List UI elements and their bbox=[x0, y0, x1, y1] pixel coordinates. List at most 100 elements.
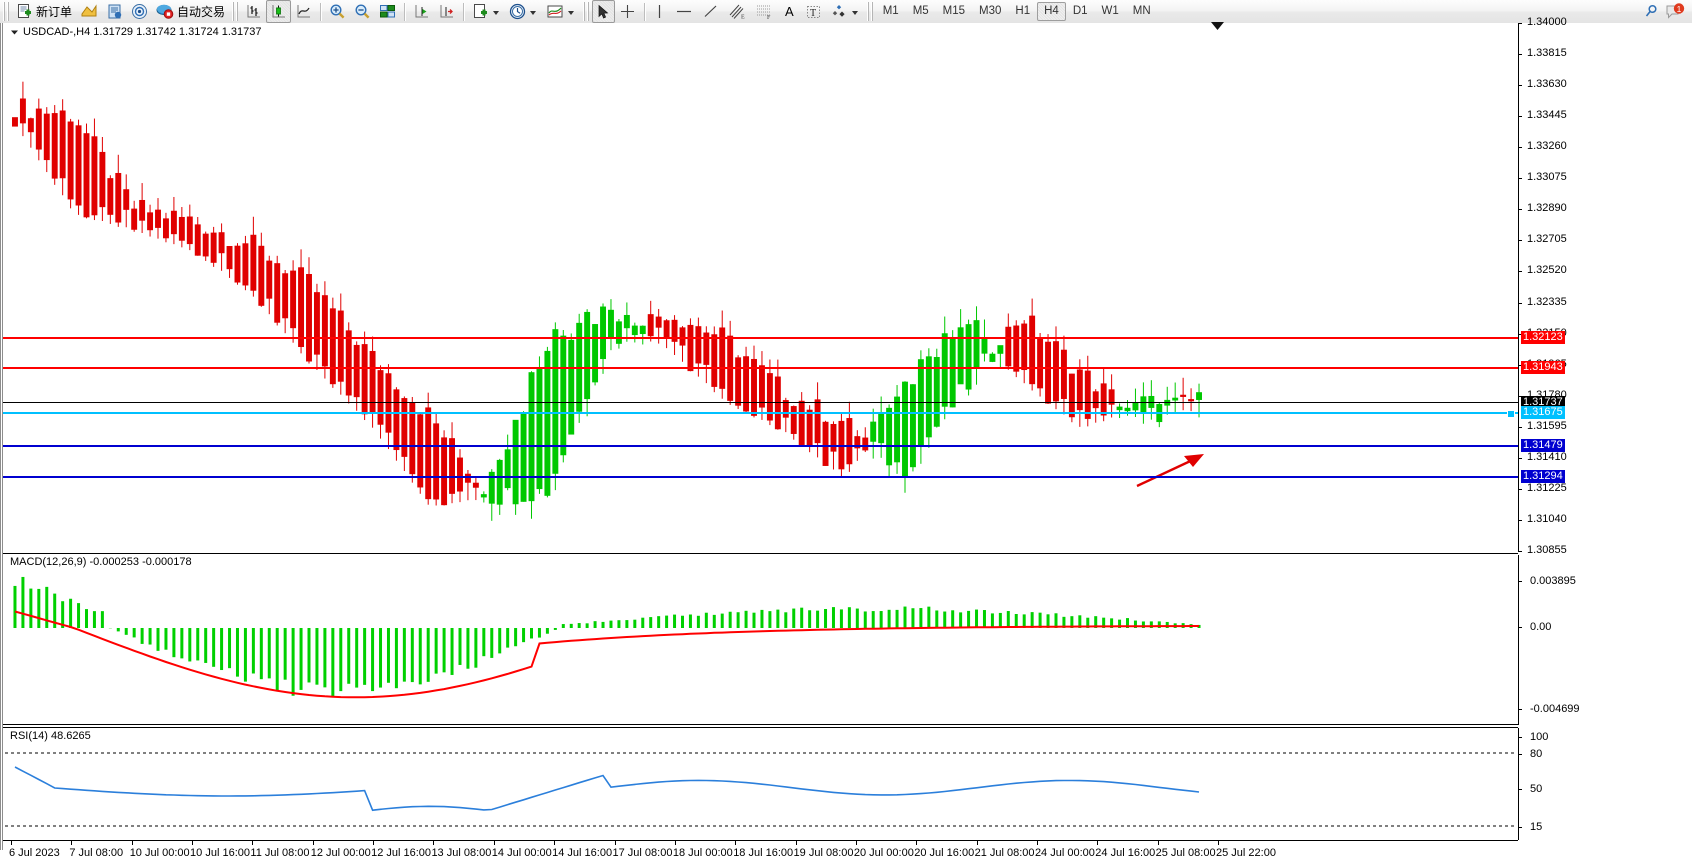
rsi-tick bbox=[1518, 754, 1522, 755]
line-chart-button[interactable] bbox=[291, 0, 316, 23]
candle-body bbox=[814, 399, 821, 444]
time-tick bbox=[916, 841, 918, 845]
bid-line-handle[interactable] bbox=[1507, 410, 1515, 419]
cursor-button[interactable] bbox=[592, 0, 616, 23]
candle-body bbox=[878, 413, 885, 444]
timeframe-h1[interactable]: H1 bbox=[1015, 5, 1031, 17]
time-axis-label: 10 Jul 00:00 bbox=[129, 847, 190, 859]
trendline-button[interactable] bbox=[698, 0, 724, 23]
candle-body bbox=[925, 356, 932, 438]
candle-body bbox=[433, 423, 440, 500]
main-price-pane[interactable] bbox=[3, 23, 1518, 551]
label-button[interactable]: T bbox=[801, 0, 826, 23]
objects-caret-icon[interactable] bbox=[851, 10, 858, 15]
timeframe-d1[interactable]: D1 bbox=[1072, 5, 1088, 17]
price-tag-resistance-upper[interactable]: 1.32123 bbox=[1521, 331, 1565, 345]
price-tag-resistance-lower[interactable]: 1.31943 bbox=[1521, 361, 1565, 375]
hline-button[interactable] bbox=[670, 0, 698, 23]
time-axis-label: 7 Jul 08:00 bbox=[69, 847, 124, 859]
timeframe-m1[interactable]: M1 bbox=[882, 5, 899, 17]
candle-body bbox=[838, 420, 845, 470]
auto-scroll-button[interactable] bbox=[434, 0, 459, 23]
bar-chart-button[interactable] bbox=[241, 0, 266, 23]
timeframe-m5[interactable]: M5 bbox=[912, 5, 929, 17]
indicators-button[interactable] bbox=[76, 0, 102, 23]
strategy-tester-button[interactable] bbox=[102, 0, 127, 23]
chart-window[interactable]: USDCAD-,H4 1.31729 1.31742 1.31724 1.317… bbox=[0, 16, 1692, 859]
price-tag-bid-line[interactable]: 1.31675 bbox=[1521, 406, 1565, 420]
chart-shift-marker-icon[interactable] bbox=[1211, 22, 1225, 31]
toolbar-grip-2[interactable] bbox=[232, 2, 240, 21]
crosshair-button[interactable] bbox=[615, 0, 640, 23]
new-order-button[interactable]: 新订单 bbox=[12, 0, 76, 23]
autotrading-label: 自动交易 bbox=[177, 4, 226, 19]
timeframe-mn[interactable]: MN bbox=[1132, 5, 1151, 17]
candle-body bbox=[83, 133, 90, 218]
level-line-current-price[interactable] bbox=[3, 401, 1518, 403]
level-line-support-upper[interactable] bbox=[3, 445, 1518, 448]
candle-body bbox=[719, 327, 726, 389]
shift-end-button[interactable] bbox=[409, 0, 434, 23]
candle-chart-button[interactable] bbox=[266, 0, 292, 23]
periods-button[interactable] bbox=[505, 0, 542, 23]
timeframe-w1[interactable]: W1 bbox=[1101, 5, 1119, 17]
time-tick bbox=[312, 841, 314, 845]
search-button[interactable] bbox=[1639, 0, 1664, 23]
candlestick-canvas bbox=[12, 81, 1204, 521]
timeframe-m15[interactable]: M15 bbox=[942, 5, 966, 17]
chart-collapse-icon[interactable] bbox=[10, 28, 19, 37]
price-tick bbox=[1518, 54, 1522, 56]
signals-button[interactable] bbox=[127, 0, 152, 23]
candle-body bbox=[1084, 370, 1091, 419]
objects-button[interactable] bbox=[826, 0, 864, 23]
price-tag-current-price[interactable]: 1.31737 bbox=[1521, 395, 1565, 409]
candle-body bbox=[941, 333, 948, 407]
equidistant-channel-button[interactable]: E bbox=[724, 0, 751, 23]
candle-body bbox=[600, 306, 606, 360]
templates-caret-icon[interactable] bbox=[493, 10, 500, 15]
macd-pane[interactable] bbox=[3, 553, 1518, 725]
zoom-out-button[interactable] bbox=[350, 0, 375, 23]
time-axis-label: 17 Jul 08:00 bbox=[612, 847, 673, 859]
time-tick bbox=[1157, 841, 1159, 845]
timeframe-m30[interactable]: M30 bbox=[979, 5, 1002, 17]
indicator-list-button[interactable] bbox=[542, 0, 580, 23]
red-arrow[interactable] bbox=[1136, 454, 1204, 488]
candle-body bbox=[218, 232, 225, 254]
zoom-in-button[interactable] bbox=[325, 0, 350, 23]
toolbar-grip-3[interactable] bbox=[583, 2, 591, 21]
toolbar-grip-4[interactable] bbox=[866, 2, 874, 21]
text-button[interactable]: A bbox=[778, 0, 801, 23]
candle-body bbox=[894, 396, 901, 463]
candle-body bbox=[313, 292, 320, 355]
fibonacci-button[interactable]: F bbox=[751, 0, 778, 23]
time-axis-label: 11 Jul 08:00 bbox=[250, 847, 310, 859]
level-line-bid-line[interactable] bbox=[3, 412, 1518, 415]
chart-symbol-header[interactable]: USDCAD-,H4 1.31729 1.31742 1.31724 1.317… bbox=[10, 26, 262, 38]
autotrading-button[interactable]: 自动交易 bbox=[152, 0, 229, 23]
label-icon: T bbox=[805, 4, 822, 20]
timeframe-h4[interactable]: H4 bbox=[1037, 2, 1066, 21]
level-line-resistance-upper[interactable] bbox=[3, 337, 1518, 340]
tile-windows-button[interactable] bbox=[375, 0, 400, 23]
level-line-resistance-lower[interactable] bbox=[3, 367, 1518, 370]
price-tick bbox=[1518, 457, 1522, 459]
price-axis-label: 1.31225 bbox=[1527, 481, 1567, 494]
candle-body bbox=[67, 121, 74, 200]
periods-caret-icon[interactable] bbox=[530, 10, 537, 15]
candle-body bbox=[178, 216, 185, 241]
toolbar-grip-1[interactable] bbox=[3, 2, 10, 21]
price-tick bbox=[1518, 240, 1522, 242]
indicator-list-caret-icon[interactable] bbox=[568, 10, 575, 15]
notifications-button[interactable]: 1 bbox=[1664, 2, 1686, 21]
vline-button[interactable] bbox=[649, 0, 670, 23]
price-tag-support-upper[interactable]: 1.31479 bbox=[1521, 439, 1565, 453]
price-axis[interactable]: 1.34000 1.33815 1.33630 1.33445 1.33260 1.330… bbox=[1518, 16, 1692, 556]
rsi-pane[interactable] bbox=[3, 727, 1518, 841]
candle-body bbox=[1100, 383, 1107, 416]
level-line-support-lower[interactable] bbox=[3, 476, 1518, 479]
templates-button[interactable] bbox=[468, 0, 505, 23]
time-axis[interactable]: 6 Jul 2023 7 Jul 08:00 10 Jul 00:00 10 Jul … bbox=[3, 845, 1692, 861]
price-tag-support-lower[interactable]: 1.31294 bbox=[1521, 470, 1565, 484]
candle-body bbox=[210, 232, 217, 263]
